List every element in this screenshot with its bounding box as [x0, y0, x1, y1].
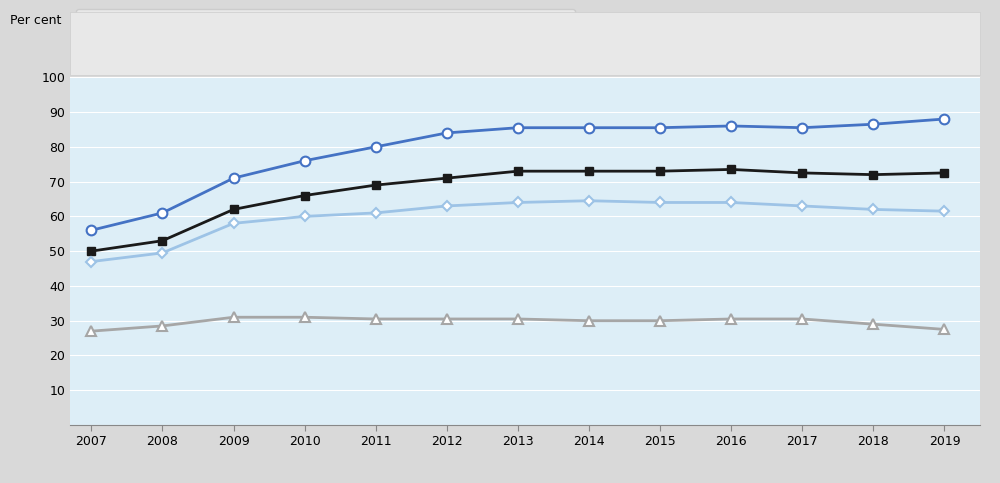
Euro area - 17 members [299, 213, 311, 219]
Emerging OECD [370, 316, 382, 322]
Emerging OECD [512, 316, 524, 322]
Text: Per cent: Per cent [10, 14, 61, 28]
OECD [370, 182, 382, 188]
Emerging OECD [725, 316, 737, 322]
Euro area - 17 members [228, 220, 240, 226]
Euro area - 17 members [85, 259, 97, 265]
Emerging OECD [85, 328, 97, 334]
OECD [512, 168, 524, 174]
Emerging OECD [299, 314, 311, 320]
Emerging OECD [583, 318, 595, 324]
G7 [654, 125, 666, 130]
G7 [156, 210, 168, 216]
OECD [583, 168, 595, 174]
OECD [441, 175, 453, 181]
Euro area - 17 members [725, 199, 737, 205]
Emerging OECD [441, 316, 453, 322]
G7 [370, 144, 382, 150]
Emerging OECD [796, 316, 808, 322]
G7 [938, 116, 950, 122]
Emerging OECD [156, 323, 168, 329]
G7 [441, 130, 453, 136]
Emerging OECD [228, 314, 240, 320]
G7 [725, 123, 737, 129]
Euro area - 17 members [441, 203, 453, 209]
Euro area - 17 members [796, 203, 808, 209]
OECD [938, 170, 950, 176]
Euro area - 17 members [583, 198, 595, 204]
Line: Emerging OECD: Emerging OECD [86, 313, 949, 336]
Euro area - 17 members [370, 210, 382, 216]
G7 [512, 125, 524, 130]
Emerging OECD [654, 318, 666, 324]
Line: Euro area - 17 members: Euro area - 17 members [88, 197, 948, 265]
G7 [85, 227, 97, 233]
G7 [228, 175, 240, 181]
Legend: OECD, G7, Euro area - 17 members, Emerging OECD: OECD, G7, Euro area - 17 members, Emergi… [76, 9, 575, 34]
OECD [725, 167, 737, 172]
OECD [299, 193, 311, 199]
OECD [796, 170, 808, 176]
Emerging OECD [867, 321, 879, 327]
Line: G7: G7 [86, 114, 949, 235]
Emerging OECD [938, 327, 950, 332]
Euro area - 17 members [867, 207, 879, 213]
G7 [796, 125, 808, 130]
OECD [867, 172, 879, 178]
G7 [867, 121, 879, 127]
Euro area - 17 members [512, 199, 524, 205]
Euro area - 17 members [156, 250, 168, 256]
OECD [85, 248, 97, 254]
Euro area - 17 members [654, 199, 666, 205]
G7 [583, 125, 595, 130]
Euro area - 17 members [938, 208, 950, 214]
Line: OECD: OECD [87, 165, 949, 256]
OECD [156, 238, 168, 243]
OECD [654, 168, 666, 174]
OECD [228, 207, 240, 213]
G7 [299, 158, 311, 164]
